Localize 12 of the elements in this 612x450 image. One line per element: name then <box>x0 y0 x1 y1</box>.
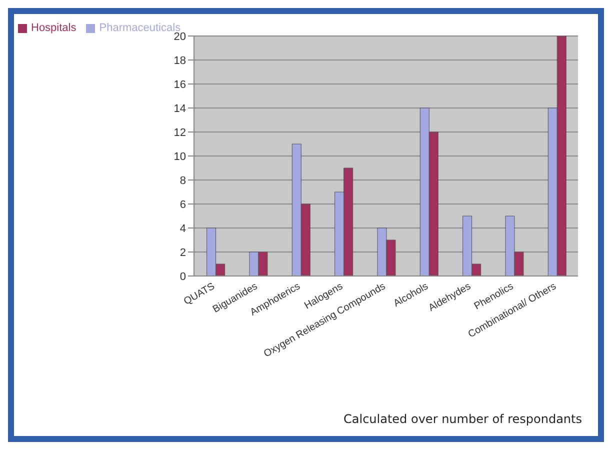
y-tick-label: 8 <box>180 174 186 187</box>
y-tick-label: 4 <box>180 222 186 235</box>
y-tick-label: 10 <box>174 150 186 163</box>
y-tick-label: 18 <box>174 54 186 67</box>
y-tick-label: 14 <box>174 102 186 115</box>
y-tick-label: 2 <box>180 246 186 259</box>
y-tick-label: 12 <box>174 126 186 139</box>
y-tick-label: 0 <box>180 270 186 283</box>
y-tick-label: 6 <box>180 198 186 211</box>
text: Calculated over number of respondants <box>344 412 582 426</box>
legend-label: Hospitals <box>31 22 76 34</box>
y-tick-label: 16 <box>174 78 186 91</box>
